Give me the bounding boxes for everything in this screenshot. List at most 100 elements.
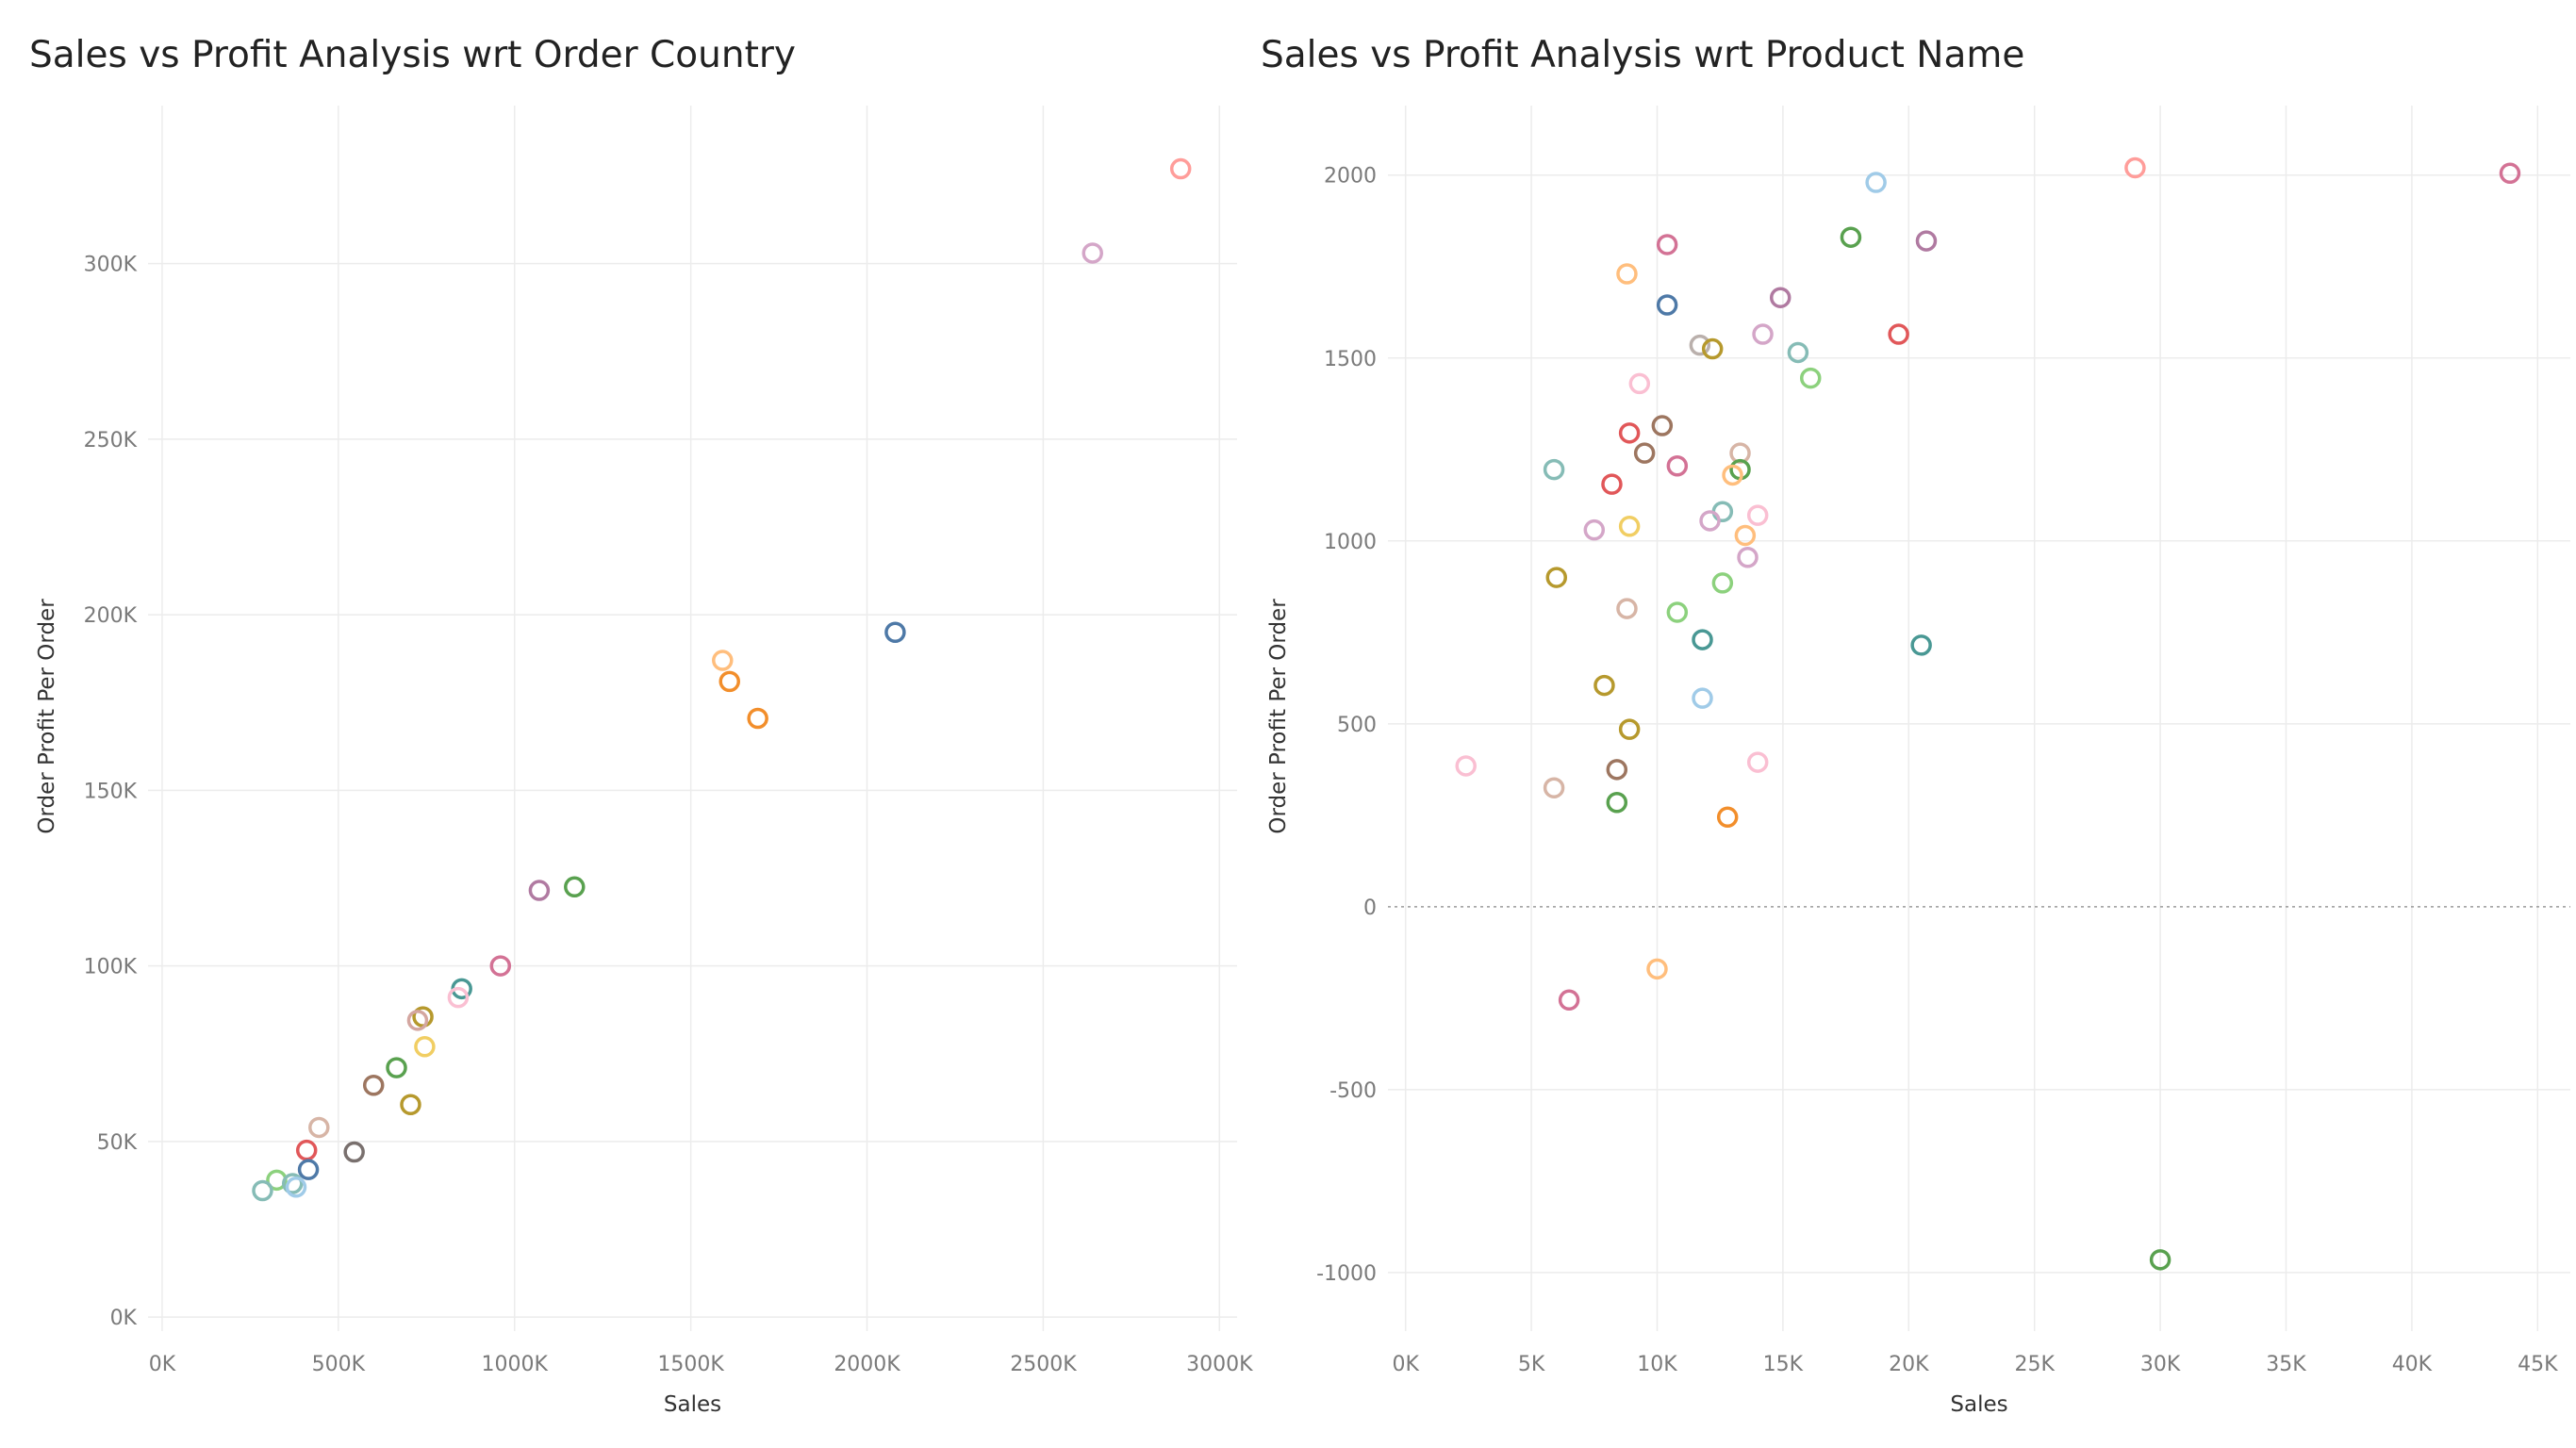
data-point-country <box>747 707 768 730</box>
data-point-product <box>1618 516 1641 537</box>
x-tick-label: 2000K <box>834 1353 900 1376</box>
data-point-product <box>1656 294 1678 316</box>
data-point-country <box>297 1159 320 1180</box>
data-point-country <box>1169 157 1192 180</box>
x-tick-label: 25K <box>2014 1353 2055 1376</box>
data-point-product <box>1666 601 1689 623</box>
data-point-product <box>1666 454 1689 477</box>
y-tick-label: 500 <box>1337 714 1377 737</box>
data-point-country <box>1082 242 1103 264</box>
data-point-product <box>1646 958 1668 980</box>
x-tick-label: 5K <box>1518 1353 1545 1376</box>
data-point-country <box>343 1141 365 1163</box>
x-tick-label: 0K <box>1392 1353 1419 1376</box>
data-point-product <box>1915 230 1938 252</box>
data-point-product <box>1769 287 1792 308</box>
data-point-product <box>1865 172 1887 193</box>
y-tick-label: 1000 <box>1324 531 1377 554</box>
data-point-country <box>884 621 906 643</box>
x-tick-label: 500K <box>312 1353 366 1376</box>
data-point-country <box>718 670 740 693</box>
data-point-product <box>1692 687 1713 709</box>
data-point-product <box>1606 792 1628 814</box>
data-point-product <box>1616 598 1638 619</box>
data-point-product <box>1699 510 1721 532</box>
data-point-country <box>528 880 551 901</box>
x-tick-label: 2500K <box>1010 1353 1077 1376</box>
data-point-country <box>406 1010 429 1031</box>
data-point-country <box>712 650 734 671</box>
data-point-product <box>1543 458 1565 481</box>
data-point-product <box>1752 323 1774 345</box>
x-axis-label: Sales <box>1950 1392 2007 1417</box>
x-tick-label: 0K <box>149 1353 176 1376</box>
data-point-product <box>1455 755 1477 777</box>
y-tick-label: 50K <box>97 1131 138 1155</box>
data-point-country <box>447 986 470 1009</box>
x-tick-label: 20K <box>1889 1353 1929 1376</box>
y-axis-label: Order Profit Per Order <box>35 599 59 834</box>
data-point-product <box>1616 263 1638 285</box>
data-point-product <box>1722 464 1743 486</box>
x-tick-label: 15K <box>1763 1353 1804 1376</box>
data-point-product <box>1633 442 1656 464</box>
x-tick-label: 45K <box>2518 1353 2558 1376</box>
data-point-product <box>1737 547 1759 568</box>
data-point-country <box>362 1075 385 1096</box>
data-point-product <box>1910 634 1932 656</box>
data-point-product <box>1618 422 1641 444</box>
data-point-product <box>1545 567 1568 588</box>
data-point-country <box>400 1094 421 1115</box>
data-point-product <box>1618 718 1641 740</box>
data-point-product <box>1692 629 1713 650</box>
y-tick-label: 1500 <box>1324 348 1377 371</box>
x-tick-label: 40K <box>2392 1353 2433 1376</box>
data-point-product <box>1651 415 1674 436</box>
data-point-product <box>1583 518 1606 541</box>
data-point-product <box>2124 156 2146 179</box>
data-point-country <box>308 1116 330 1139</box>
y-tick-label: -500 <box>1329 1079 1377 1103</box>
x-tick-label: 3000K <box>1186 1353 1253 1376</box>
data-point-country <box>564 876 586 898</box>
data-point-product <box>1543 777 1565 798</box>
x-tick-label: 1500K <box>657 1353 724 1376</box>
data-point-product <box>1656 234 1678 255</box>
y-tick-label: 200K <box>84 604 138 628</box>
data-point-product <box>1734 524 1757 547</box>
data-point-country <box>252 1179 273 1202</box>
y-tick-label: 150K <box>84 780 138 803</box>
data-point-country <box>295 1139 318 1161</box>
data-point-product <box>1593 674 1615 697</box>
y-tick-label: 250K <box>84 429 138 452</box>
y-axis-label: Order Profit Per Order <box>1266 599 1291 834</box>
data-point-country <box>386 1057 407 1078</box>
data-point-country <box>489 955 512 977</box>
x-tick-label: 10K <box>1637 1353 1677 1376</box>
data-point-product <box>1746 504 1769 526</box>
data-point-country <box>285 1176 307 1198</box>
data-point-product <box>1601 473 1623 495</box>
y-tick-label: 100K <box>84 956 138 979</box>
data-point-product <box>1840 226 1862 248</box>
data-point-product <box>1799 367 1822 389</box>
y-tick-label: 2000 <box>1324 165 1377 189</box>
data-point-product <box>1628 372 1651 395</box>
data-point-product <box>2149 1249 2171 1271</box>
data-point-product <box>1558 989 1580 1012</box>
data-point-country <box>414 1036 436 1058</box>
data-point-product <box>1711 572 1734 594</box>
y-tick-label: -1000 <box>1316 1262 1377 1286</box>
data-point-product <box>1888 323 1909 345</box>
data-point-product <box>2499 162 2521 185</box>
data-point-product <box>1716 806 1739 829</box>
data-point-product <box>1746 751 1769 773</box>
data-point-product <box>1606 759 1628 781</box>
data-point-product <box>1711 501 1734 522</box>
y-tick-label: 0K <box>110 1307 138 1330</box>
chart-title-country: Sales vs Profit Analysis wrt Order Count… <box>29 34 796 76</box>
y-tick-label: 0 <box>1363 897 1377 920</box>
data-point-product <box>1787 341 1809 364</box>
data-point-country <box>282 1173 304 1194</box>
